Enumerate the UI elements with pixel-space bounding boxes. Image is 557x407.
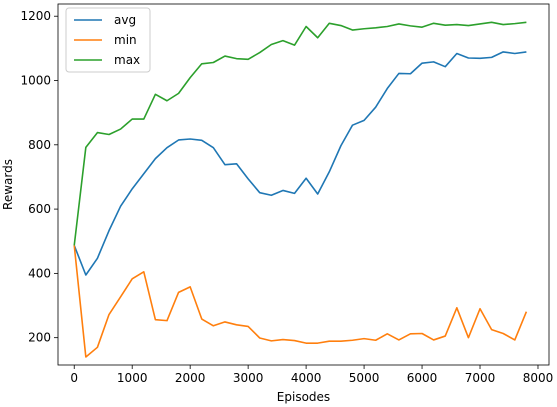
- legend-box: [65, 7, 151, 73]
- y-tick-label: 1000: [20, 74, 51, 88]
- y-tick-label: 600: [28, 202, 51, 216]
- x-axis: 0 1000 2000 3000 4000 5000 6000 7000 8000: [70, 365, 553, 385]
- series-layer: [73, 21, 528, 358]
- x-tick-label: 1000: [117, 371, 148, 385]
- y-tick-label: 200: [28, 331, 51, 345]
- x-tick-label: 6000: [407, 371, 438, 385]
- x-tick-label: 2000: [175, 371, 206, 385]
- series-line-min: [73, 245, 528, 358]
- series-line-avg: [73, 51, 527, 276]
- y-axis: 200 400 600 800 1000 1200: [20, 9, 58, 345]
- y-tick-label: 1200: [20, 9, 51, 23]
- x-tick-label: 0: [70, 371, 78, 385]
- plot-frame: [57, 3, 550, 366]
- y-tick-label: 400: [28, 266, 51, 280]
- legend-label-min: min: [114, 33, 137, 47]
- legend-label-avg: avg: [114, 13, 136, 27]
- x-tick-label: 7000: [465, 371, 496, 385]
- x-tick-label: 5000: [349, 371, 380, 385]
- x-tick-label: 8000: [523, 371, 554, 385]
- x-tick-label: 4000: [291, 371, 322, 385]
- series-line-max: [73, 21, 527, 246]
- y-axis-label: Rewards: [1, 159, 15, 210]
- y-tick-label: 800: [28, 138, 51, 152]
- legend: avg min max: [65, 7, 151, 73]
- x-axis-label: Episodes: [277, 390, 330, 404]
- x-tick-label: 3000: [233, 371, 264, 385]
- legend-label-max: max: [114, 53, 140, 67]
